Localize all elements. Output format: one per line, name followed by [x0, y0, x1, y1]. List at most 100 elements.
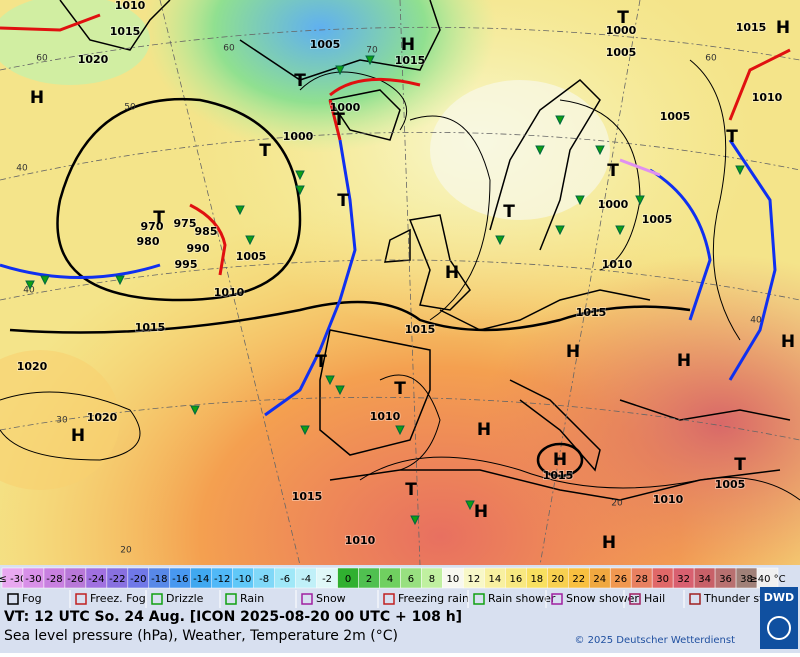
weather-symbol — [410, 515, 420, 526]
pressure-center: T — [405, 480, 417, 500]
pressure-center: H — [445, 263, 459, 283]
isobar-label: 1005 — [236, 250, 267, 263]
grid-label: 20 — [611, 499, 623, 509]
weather-symbol — [495, 235, 505, 246]
weather-icon — [7, 593, 19, 605]
isobar-label: 970 — [141, 220, 164, 233]
isobar-label: 1020 — [17, 360, 48, 373]
weather-icon — [151, 593, 163, 605]
pressure-center: H — [776, 18, 790, 38]
pressure-center: H — [553, 450, 567, 470]
scale-label: ≥40 °C — [749, 574, 785, 585]
weather-label: Freez. Fog — [90, 592, 146, 605]
weather-symbol — [115, 275, 125, 286]
isobar-label: 1000 — [606, 24, 637, 37]
isobar-label: 1015 — [576, 306, 607, 319]
scale-label: 20 — [551, 574, 564, 585]
pressure-center: T — [734, 455, 746, 475]
weather-label: Hail — [644, 592, 665, 605]
logo-swirl — [767, 616, 791, 640]
grid-label: 40 — [16, 164, 28, 174]
scale-label: 14 — [488, 574, 501, 585]
scale-label: 12 — [468, 574, 481, 585]
weather-symbol — [395, 425, 405, 436]
scale-label: -14 — [193, 574, 209, 585]
weather-symbol — [615, 225, 625, 236]
pressure-center: H — [71, 426, 85, 446]
grid-label: 30 — [56, 416, 68, 426]
scale-label: 0 — [345, 574, 351, 585]
pressure-center: T — [333, 110, 345, 130]
scale-label: 16 — [509, 574, 522, 585]
scale-label: -16 — [172, 574, 188, 585]
pressure-center: H — [677, 351, 691, 371]
pressure-center: T — [607, 161, 619, 181]
graticule — [0, 0, 800, 566]
weather-symbol — [735, 165, 745, 176]
scale-label: -4 — [301, 574, 311, 585]
weather-icon — [473, 593, 485, 605]
weather-label: Snow shower — [566, 592, 639, 605]
scale-label: ≤ -30 — [0, 574, 26, 585]
weather-icon — [689, 593, 701, 605]
isobar-label: 1005 — [642, 213, 673, 226]
weather-symbol — [235, 205, 245, 216]
weather-label: Rain — [240, 592, 264, 605]
isobar-label: 1015 — [543, 469, 574, 482]
isobar-label: 1020 — [78, 53, 109, 66]
scale-label: -12 — [214, 574, 230, 585]
weather-symbol — [575, 195, 585, 206]
scale-label: -10 — [235, 574, 251, 585]
scale-label: 10 — [447, 574, 460, 585]
weather-symbol — [635, 195, 645, 206]
weather-label: Fog — [22, 592, 42, 605]
weather-icon — [629, 593, 641, 605]
weather-symbol — [40, 275, 50, 286]
weather-symbol — [555, 115, 565, 126]
isobar-label: 1010 — [345, 534, 376, 547]
weather-label: Snow — [316, 592, 346, 605]
scale-label: 28 — [635, 574, 648, 585]
weather-symbol — [595, 145, 605, 156]
weather-label: Drizzle — [166, 592, 204, 605]
pressure-center: H — [401, 35, 415, 55]
isobar-label: 1010 — [214, 286, 245, 299]
isobar-label: 1010 — [115, 0, 146, 12]
weather-icon — [75, 593, 87, 605]
pressure-center: T — [294, 71, 306, 91]
pressure-center: T — [726, 127, 738, 147]
pressure-center: T — [259, 141, 271, 161]
weather-symbol — [190, 405, 200, 416]
pressure-center: T — [503, 202, 515, 222]
isobar-label: 1015 — [736, 21, 767, 34]
weather-symbol — [295, 170, 305, 181]
isobar-label: 985 — [195, 225, 218, 238]
pressure-center: H — [477, 420, 491, 440]
weather-icon — [301, 593, 313, 605]
isobar-label: 1005 — [715, 478, 746, 491]
scale-label: 30 — [656, 574, 669, 585]
grid-label: 60 — [223, 44, 235, 54]
logo: DWD — [764, 591, 794, 604]
pressure-center: T — [394, 379, 406, 399]
legend: ≤ -30-30 -28 -26 -24 -22 -20 -18 -16 -14 -12 -10 -8… — [0, 565, 800, 653]
weather-symbol — [245, 235, 255, 246]
scale-label: -20 — [130, 574, 146, 585]
isobar-label: 1015 — [292, 490, 323, 503]
description: Sea level pressure (hPa), Weather, Tempe… — [4, 628, 398, 644]
pressure-center: H — [566, 342, 580, 362]
pressure-center: T — [337, 191, 349, 211]
scale-label: -8 — [259, 574, 269, 585]
copyright: © 2025 Deutscher Wetterdienst — [574, 635, 735, 646]
weather-icon — [225, 593, 237, 605]
weather-label: Freezing rain — [398, 592, 469, 605]
weather-symbol — [535, 145, 545, 156]
grid-label: 60 — [36, 54, 48, 64]
scale-label: 34 — [698, 574, 711, 585]
scale-label: -30 — [25, 574, 41, 585]
pressure-center: H — [474, 502, 488, 522]
isobar-label: 1005 — [660, 110, 691, 123]
